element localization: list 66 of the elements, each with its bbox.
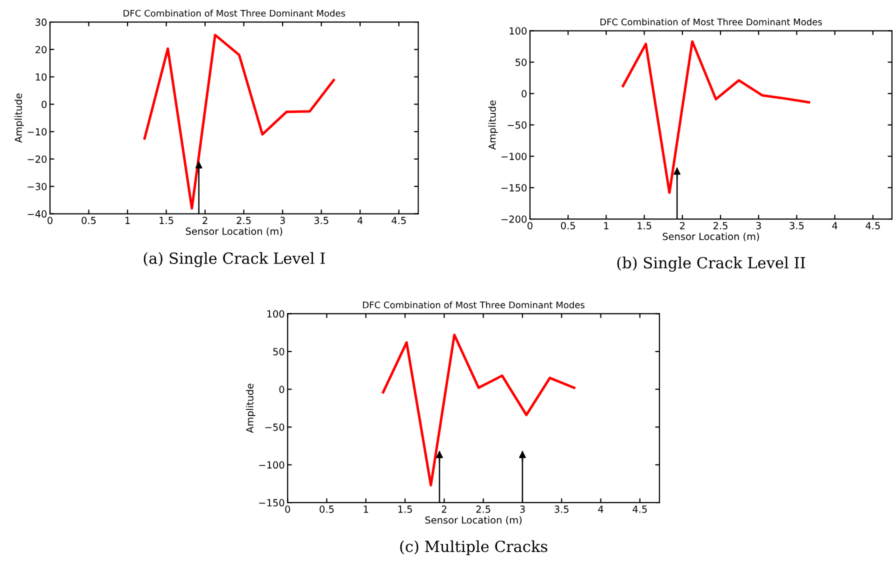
x-tick-label: 0 (528, 222, 532, 230)
y-axis-title: Amplitude (488, 100, 498, 150)
y-axis-title: Amplitude (14, 94, 24, 143)
y-tick-label: 0 (279, 386, 284, 394)
x-tick-label: 4.5 (392, 216, 406, 224)
x-tick-label: 3 (280, 216, 285, 224)
y-tick-label: 10 (36, 73, 47, 81)
x-tick-label: 2 (680, 222, 685, 230)
y-tick-label: −50 (508, 121, 527, 129)
y-tick-label: 100 (510, 27, 527, 35)
y-tick-label: 20 (36, 46, 47, 54)
x-tick-label: 1 (364, 506, 368, 513)
x-tick-label: 1.5 (398, 506, 412, 513)
y-tick-label: −200 (502, 216, 527, 223)
x-tick-label: 2.5 (476, 506, 490, 513)
y-tick-label: −10 (28, 128, 47, 136)
line-series (622, 40, 810, 194)
x-tick-label: 3.5 (554, 506, 568, 513)
y-axis-title: Amplitude (246, 384, 256, 433)
x-tick-label: 3.5 (790, 222, 804, 230)
x-tick-label: 3.5 (314, 216, 328, 224)
y-tick-label: −50 (265, 424, 284, 431)
x-tick-label: 1.5 (638, 222, 652, 230)
x-tick-label: 0 (285, 506, 290, 513)
x-tick-label: 1 (604, 222, 608, 230)
line-series (382, 334, 576, 486)
x-axis-title: Sensor Location (m) (662, 232, 759, 242)
x-tick-label: 4 (357, 216, 363, 224)
x-tick-label: 0.5 (320, 506, 334, 513)
y-tick-label: 100 (267, 310, 284, 318)
y-tick-label: −150 (502, 184, 527, 192)
y-tick-label: 30 (36, 18, 47, 26)
x-tick-label: 2 (442, 506, 446, 513)
y-tick-label: −40 (28, 210, 47, 218)
text: (b) Single Crack Level II (617, 256, 806, 272)
x-tick-label: 0 (48, 216, 52, 224)
y-tick-label: 50 (516, 58, 527, 66)
x-tick-label: 0.5 (561, 222, 575, 230)
x-tick-label: 4.5 (866, 222, 880, 230)
x-tick-label: 3 (756, 222, 761, 230)
x-tick-label: 3 (520, 506, 525, 513)
x-tick-label: 0.5 (82, 216, 96, 224)
text: (c) Multiple Cracks (400, 540, 548, 556)
chart-title: DFC Combination of Most Three Dominant Modes (600, 18, 822, 26)
chart-title: DFC Combination of Most Three Dominant Modes (124, 10, 346, 17)
x-tick-label: 4 (832, 222, 838, 230)
line-series (143, 34, 335, 210)
y-tick-label: 0 (522, 90, 527, 98)
x-tick-label: 1 (126, 216, 130, 224)
x-tick-label: 1.5 (160, 216, 174, 224)
y-tick-label: −150 (259, 499, 284, 506)
x-axis-title: Sensor Location (m) (425, 516, 522, 525)
chart-title: DFC Combination of Most Three Dominant Modes (363, 301, 584, 308)
x-tick-label: 4 (598, 506, 604, 513)
x-tick-label: 4.5 (632, 506, 647, 513)
text: (a) Single Crack Level I (144, 252, 325, 268)
y-tick-label: −30 (28, 182, 47, 190)
y-tick-label: −100 (259, 461, 284, 469)
y-tick-label: 0 (42, 100, 47, 108)
x-axis-title: Sensor Location (m) (186, 227, 282, 236)
y-tick-label: −20 (28, 156, 47, 163)
x-tick-label: 2 (202, 216, 208, 224)
x-tick-label: 2.5 (236, 216, 251, 224)
x-tick-label: 2.5 (713, 222, 728, 230)
y-tick-label: −100 (502, 152, 527, 160)
y-tick-label: 50 (273, 348, 284, 356)
